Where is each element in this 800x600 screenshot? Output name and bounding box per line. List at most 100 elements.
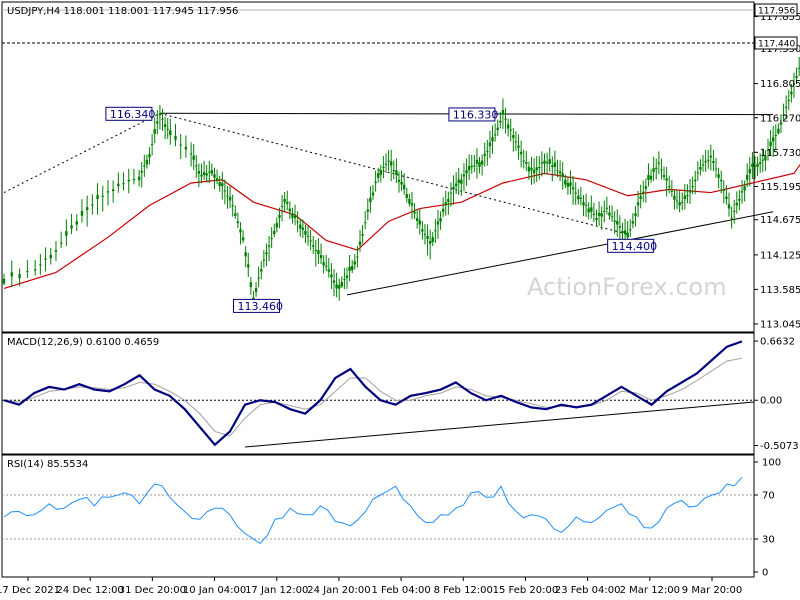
candle-body bbox=[351, 266, 354, 271]
candle-body bbox=[402, 184, 406, 190]
candle-body bbox=[413, 211, 416, 214]
candle-body bbox=[509, 129, 512, 131]
candle-body bbox=[467, 166, 471, 171]
candle-body bbox=[439, 218, 442, 222]
candle-body bbox=[174, 135, 177, 140]
candle-body bbox=[296, 221, 299, 223]
candle-body bbox=[96, 194, 99, 199]
candle-body bbox=[286, 201, 289, 204]
candle-body bbox=[400, 182, 403, 185]
candle-body bbox=[766, 150, 770, 152]
candle-body bbox=[327, 269, 331, 272]
x-tick-label: 8 Feb 12:00 bbox=[434, 585, 493, 596]
x-tick-label: 2 Mar 12:00 bbox=[620, 585, 680, 596]
candle-body bbox=[564, 179, 567, 185]
candle-body bbox=[39, 264, 42, 266]
candle-body bbox=[473, 165, 476, 167]
candle-body bbox=[454, 183, 458, 187]
macd-y-axis: 0.6632 0.00 -0.5073 bbox=[754, 337, 799, 452]
rsi-line-path bbox=[3, 477, 743, 545]
candle-body bbox=[247, 264, 250, 268]
candle-body bbox=[434, 230, 437, 232]
candle-body bbox=[356, 256, 359, 258]
price-y-tick-label: 117.855 bbox=[760, 12, 800, 23]
macd-panel-frame bbox=[1, 332, 755, 455]
candle-body bbox=[701, 164, 705, 166]
candle-body bbox=[681, 202, 684, 204]
candle-body bbox=[691, 186, 694, 188]
candle-body bbox=[197, 170, 201, 174]
candle-body bbox=[161, 118, 164, 120]
price-gridlines bbox=[2, 9, 754, 44]
candle-body bbox=[499, 120, 502, 123]
candle-body bbox=[332, 280, 336, 283]
candle-body bbox=[306, 235, 310, 237]
annotation-label: 113.460 bbox=[237, 300, 283, 313]
candle-body bbox=[384, 163, 388, 165]
rsi-panel: 100 70 30 0 RSI(14) 85.5534 bbox=[1, 454, 781, 579]
candle-body bbox=[153, 129, 156, 134]
candle-body bbox=[730, 217, 733, 219]
candle-body bbox=[140, 170, 143, 173]
candle-body bbox=[673, 195, 676, 200]
candle-body bbox=[470, 166, 473, 168]
candle-body bbox=[683, 195, 687, 199]
candle-body bbox=[249, 282, 253, 288]
candle-body bbox=[228, 196, 232, 201]
candle-body bbox=[743, 186, 746, 191]
candle-body bbox=[288, 208, 292, 212]
candle-body bbox=[603, 210, 606, 212]
candle-body bbox=[213, 174, 216, 178]
candle-body bbox=[649, 175, 653, 180]
candle-body bbox=[273, 230, 276, 235]
candle-body bbox=[629, 229, 632, 231]
candle-body bbox=[587, 208, 590, 213]
x-tick-label: 9 Mar 20:00 bbox=[682, 585, 742, 596]
candle-body bbox=[75, 221, 78, 225]
candle-body bbox=[364, 222, 367, 224]
candle-body bbox=[519, 151, 523, 155]
candle-body bbox=[54, 250, 58, 252]
candle-body bbox=[137, 176, 141, 181]
candle-body bbox=[301, 227, 305, 230]
candle-body bbox=[714, 168, 718, 170]
candle-body bbox=[597, 212, 601, 216]
candle-body bbox=[397, 179, 401, 183]
candle-body bbox=[421, 229, 424, 232]
candle-body bbox=[278, 214, 281, 218]
rsi-y-tick-label: 0 bbox=[762, 568, 768, 579]
candle-body bbox=[774, 135, 777, 137]
candle-body bbox=[280, 206, 284, 208]
candle-body bbox=[566, 182, 570, 187]
candle-body bbox=[312, 245, 315, 247]
candle-body bbox=[325, 265, 328, 267]
candle-body bbox=[382, 167, 385, 168]
candle-body bbox=[410, 203, 414, 206]
candle-body bbox=[561, 173, 564, 177]
candle-body bbox=[579, 197, 583, 199]
candle-body bbox=[636, 202, 640, 206]
candle-body bbox=[779, 122, 783, 125]
candle-body bbox=[756, 163, 759, 167]
price-y-tick-label: 116.270 bbox=[760, 113, 800, 124]
candle-body bbox=[797, 67, 800, 69]
candle-body bbox=[696, 172, 700, 174]
candle-body bbox=[369, 197, 372, 203]
candle-body bbox=[678, 202, 681, 206]
candle-body bbox=[704, 160, 707, 163]
candle-body bbox=[65, 231, 68, 236]
macd-signal-line bbox=[3, 357, 743, 437]
candle-body bbox=[480, 160, 484, 165]
candle-body bbox=[44, 258, 47, 260]
candle-body bbox=[389, 161, 393, 166]
candle-body bbox=[655, 167, 658, 170]
rsi-line bbox=[3, 477, 743, 545]
candle-body bbox=[582, 202, 585, 206]
candle-body bbox=[447, 198, 450, 202]
candle-body bbox=[634, 213, 637, 217]
macd-header: MACD(12,26,9) 0.6100 0.4659 bbox=[7, 337, 159, 348]
x-tick-label: 1 Feb 04:00 bbox=[371, 585, 430, 596]
